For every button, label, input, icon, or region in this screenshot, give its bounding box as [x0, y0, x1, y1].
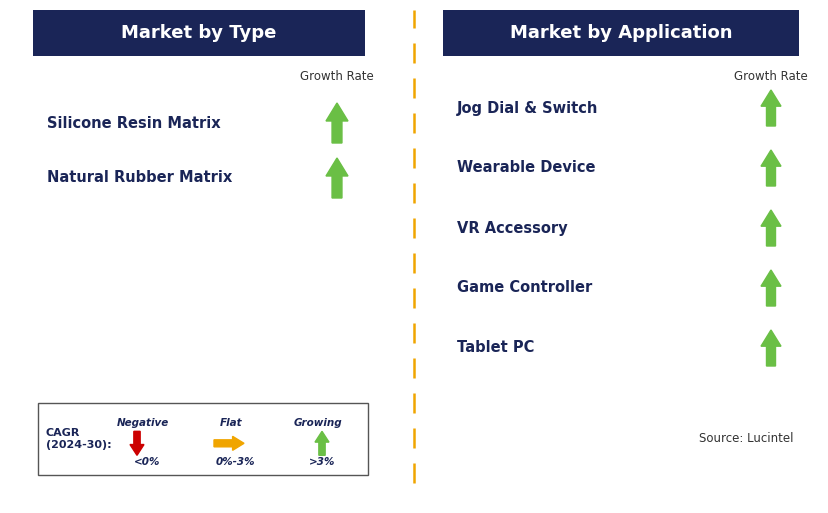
Text: >3%: >3% [309, 457, 335, 467]
Text: CAGR
(2024-30):: CAGR (2024-30): [46, 428, 112, 450]
FancyArrow shape [760, 150, 780, 186]
Text: Game Controller: Game Controller [456, 281, 591, 295]
FancyArrow shape [760, 210, 780, 246]
Text: VR Accessory: VR Accessory [456, 221, 567, 235]
Text: 0%-3%: 0%-3% [215, 457, 254, 467]
Text: Growth Rate: Growth Rate [734, 69, 807, 83]
Text: Tablet PC: Tablet PC [456, 341, 534, 356]
FancyBboxPatch shape [33, 10, 364, 56]
Text: Silicone Resin Matrix: Silicone Resin Matrix [47, 115, 220, 130]
Text: <0%: <0% [133, 457, 160, 467]
FancyArrow shape [130, 431, 144, 456]
FancyArrow shape [214, 437, 243, 450]
Text: Market by Type: Market by Type [121, 24, 277, 42]
Text: Market by Application: Market by Application [509, 24, 731, 42]
FancyArrow shape [760, 330, 780, 366]
Text: Growing: Growing [293, 418, 342, 428]
Text: Natural Rubber Matrix: Natural Rubber Matrix [47, 170, 232, 186]
Text: Negative: Negative [117, 418, 169, 428]
FancyArrow shape [760, 90, 780, 126]
FancyArrow shape [760, 270, 780, 306]
Text: Source: Lucintel: Source: Lucintel [699, 432, 793, 445]
FancyArrow shape [325, 158, 348, 198]
Text: Growth Rate: Growth Rate [300, 69, 373, 83]
Text: Jog Dial & Switch: Jog Dial & Switch [456, 101, 598, 115]
Text: Flat: Flat [219, 418, 242, 428]
FancyArrow shape [325, 103, 348, 143]
FancyBboxPatch shape [38, 403, 368, 475]
FancyArrow shape [315, 431, 329, 456]
FancyBboxPatch shape [442, 10, 798, 56]
Text: Wearable Device: Wearable Device [456, 161, 595, 175]
